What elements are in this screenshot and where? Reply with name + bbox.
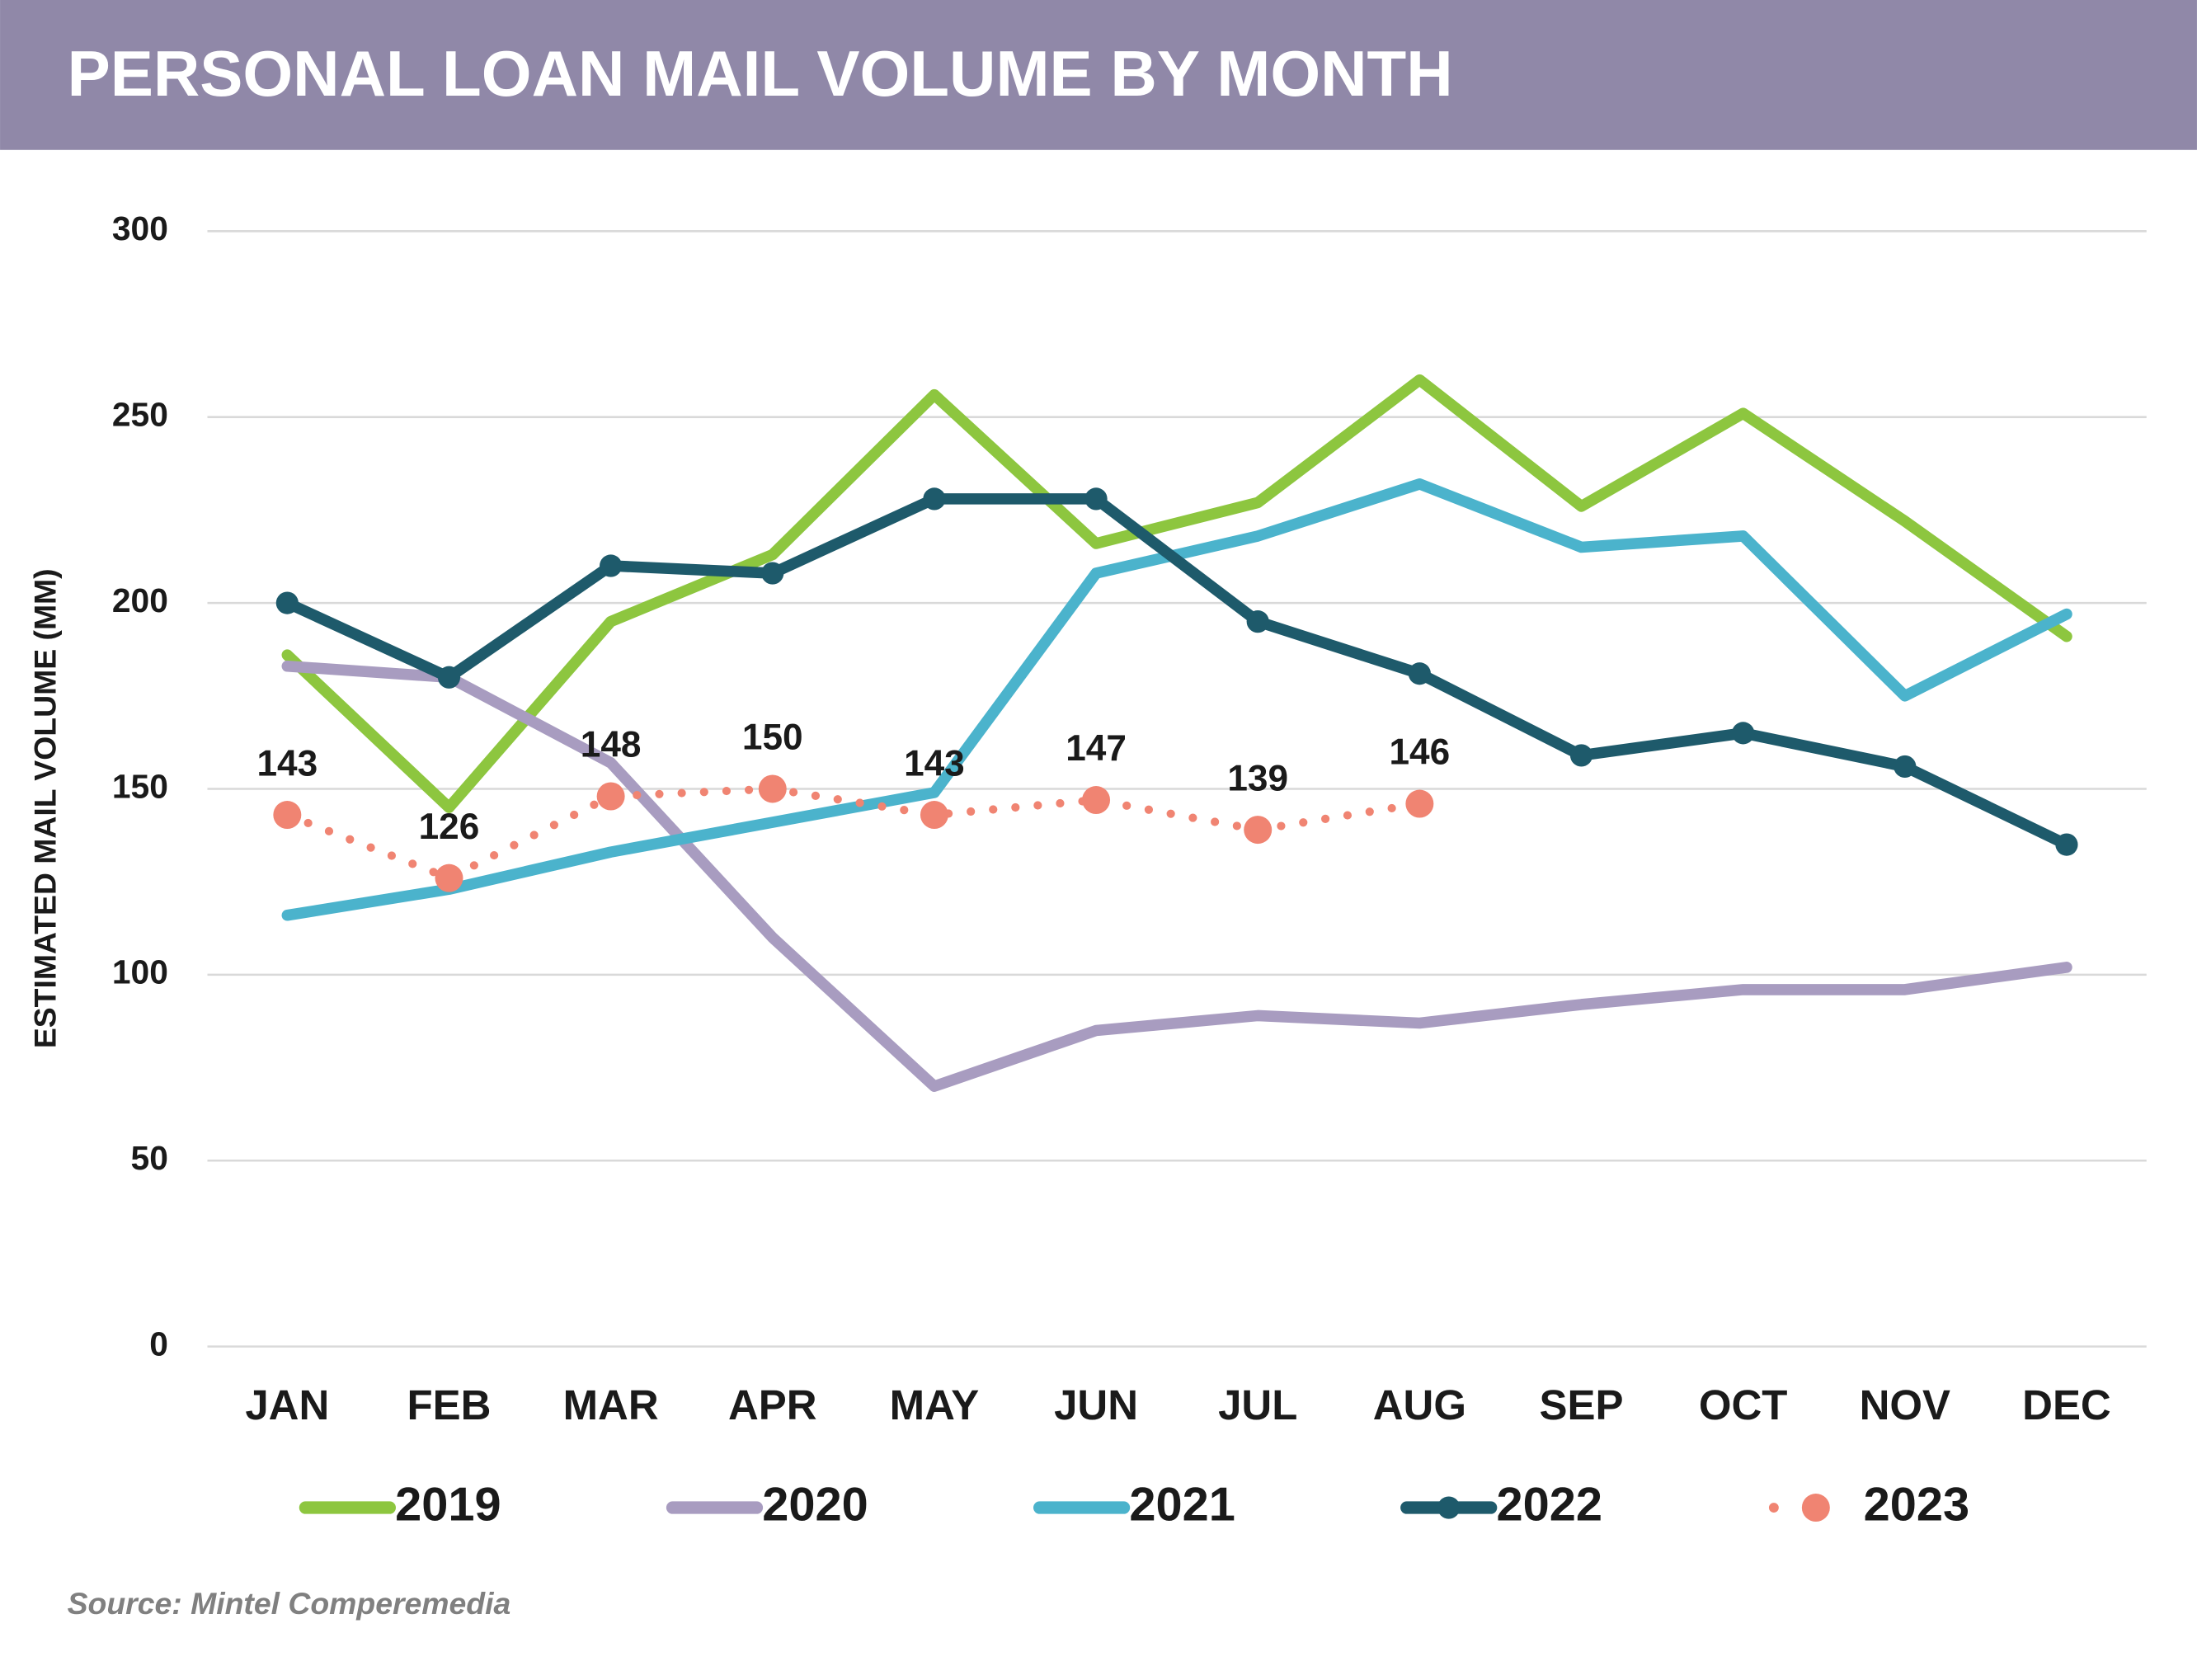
header-bar [0,0,2197,150]
marker [437,666,461,689]
marker [435,864,463,892]
x-tick-label: MAY [890,1381,980,1428]
marker [1569,744,1593,767]
x-tick-label: FEB [407,1381,492,1428]
x-tick-label: JUL [1218,1381,1297,1428]
marker [275,591,299,614]
y-tick-label: 100 [112,953,168,991]
data-label: 139 [1227,758,1288,798]
y-axis-label: ESTIMATED MAIL VOLUME (MM) [28,568,63,1048]
series-line [281,660,2072,1092]
legend-marker [1801,1494,1830,1522]
marker [2055,833,2078,856]
x-tick-label: NOV [1860,1381,1950,1428]
marker [1082,786,1111,815]
data-label: 146 [1390,732,1451,773]
y-tick-label: 50 [131,1139,168,1177]
marker [596,782,625,811]
chart-title: PERSONAL LOAN MAIL VOLUME BY MONTH [68,37,1453,110]
legend-label: 2022 [1496,1478,1602,1531]
series-line [281,374,2072,813]
x-tick-label: JAN [245,1381,329,1428]
marker [758,774,787,803]
marker [923,487,946,511]
marker [600,554,623,577]
legend-label: 2021 [1129,1478,1235,1531]
marker [1084,487,1108,511]
source: Source: Mintel Comperemedia [68,1586,511,1621]
marker [920,801,948,830]
legend-label: 2019 [395,1478,501,1531]
series-line [281,493,2072,850]
data-label: 148 [581,725,642,765]
marker [1244,816,1273,845]
x-tick-label: APR [728,1381,817,1428]
marker [1408,662,1431,685]
marker [273,801,302,830]
marker [1246,610,1269,633]
data-label: 126 [419,807,480,847]
marker [1894,755,1917,779]
y-tick-label: 0 [149,1325,168,1362]
legend-label: 2020 [762,1478,868,1531]
data-label: 150 [742,718,803,758]
x-tick-label: JUN [1054,1381,1138,1428]
data-label: 143 [256,743,318,784]
legend-marker [1437,1496,1461,1519]
x-tick-label: DEC [2022,1381,2111,1428]
x-tick-label: AUG [1373,1381,1466,1428]
x-tick-label: MAR [563,1381,659,1428]
y-tick-label: 200 [112,581,168,619]
x-tick-label: OCT [1699,1381,1788,1428]
series-line [283,784,1424,882]
data-label: 147 [1066,728,1127,769]
data-label: 143 [904,743,965,784]
y-tick-label: 150 [112,767,168,805]
series-line [281,478,2072,921]
marker [1732,722,1755,745]
y-tick-label: 250 [112,395,168,433]
marker [1405,789,1434,818]
x-tick-label: SEP [1540,1381,1624,1428]
legend-label: 2023 [1864,1478,1969,1531]
y-tick-label: 300 [112,209,168,247]
marker [761,562,784,585]
